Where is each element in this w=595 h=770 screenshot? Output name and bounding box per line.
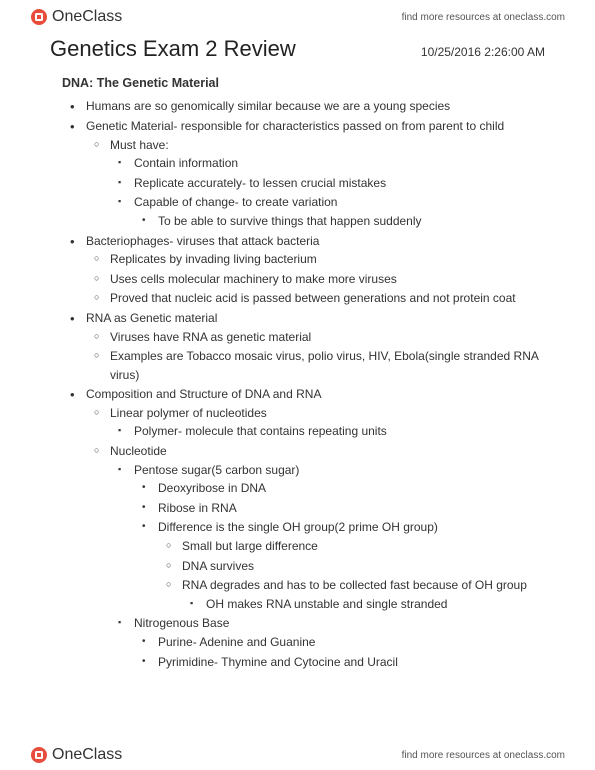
outline-item-text: Replicates by invading living bacterium [110,252,317,266]
outline-sublist: Pentose sugar(5 carbon sugar) Deoxyribose… [110,461,545,672]
outline-item-text: RNA degrades and has to be collected fas… [182,578,527,592]
outline-sublist: Must have: Contain information Replicate a… [86,136,545,231]
outline-item-text: Small but large difference [182,539,318,553]
outline-item-text: Must have: [110,138,169,152]
outline-item: Examples are Tobacco mosaic virus, polio… [110,347,545,384]
outline-item-text: Viruses have RNA as genetic material [110,330,311,344]
outline-item: Nucleotide Pentose sugar(5 carbon sugar) D… [110,442,545,671]
outline-item: RNA as Genetic material Viruses have RNA … [86,309,545,384]
outline-item: Humans are so genomically similar becaus… [86,97,545,116]
outline-item-text: Replicate accurately- to lessen crucial … [134,176,386,190]
outline-item-text: Proved that nucleic acid is passed betwe… [110,291,516,305]
outline-item-text: RNA as Genetic material [86,311,217,325]
outline-item: Replicates by invading living bacterium [110,250,545,269]
outline-item: Ribose in RNA [158,499,545,518]
outline-item: Polymer- molecule that contains repeatin… [134,422,545,441]
logo-icon [30,746,48,764]
outline-item: Composition and Structure of DNA and RNA… [86,385,545,671]
title-row: Genetics Exam 2 Review 10/25/2016 2:26:0… [0,30,595,66]
outline-item: Bacteriophages- viruses that attack bact… [86,232,545,308]
page-header: OneClass find more resources at oneclass… [0,0,595,30]
outline-item: Purine- Adenine and Guanine [158,633,545,652]
document-body: DNA: The Genetic Material Humans are so … [0,66,595,671]
outline-item-text: Nitrogenous Base [134,616,229,630]
outline-item-text: DNA survives [182,559,254,573]
footer-brand-logo[interactable]: OneClass [30,746,122,764]
outline-item-text: Contain information [134,156,238,170]
outline-item: OH makes RNA unstable and single strande… [206,595,545,614]
outline-item-text: OH makes RNA unstable and single strande… [206,597,447,611]
outline-item-text: Uses cells molecular machinery to make m… [110,272,397,286]
outline-item: DNA survives [182,557,545,576]
outline-sublist: Deoxyribose in DNA Ribose in RNA Differenc… [134,479,545,613]
outline-item: Contain information [134,154,545,173]
outline-sublist: Replicates by invading living bacterium U… [86,250,545,308]
outline-sublist: Polymer- molecule that contains repeatin… [110,422,545,441]
outline-item: Viruses have RNA as genetic material [110,328,545,347]
outline-item: Must have: Contain information Replicate a… [110,136,545,231]
outline-item: Difference is the single OH group(2 prim… [158,518,545,613]
outline-item: RNA degrades and has to be collected fas… [182,576,545,613]
outline-item-text: Bacteriophages- viruses that attack bact… [86,234,319,248]
outline-item: Pentose sugar(5 carbon sugar) Deoxyribose… [134,461,545,614]
outline-item-text: Composition and Structure of DNA and RNA [86,387,321,401]
outline-sublist: Purine- Adenine and Guanine Pyrimidine- T… [134,633,545,671]
outline-item-text: Capable of change- to create variation [134,195,337,209]
outline-item: To be able to survive things that happen… [158,212,545,231]
page-title: Genetics Exam 2 Review [50,36,296,62]
outline-item: Replicate accurately- to lessen crucial … [134,174,545,193]
outline-sublist: OH makes RNA unstable and single strande… [182,595,545,614]
outline-item-text: Polymer- molecule that contains repeatin… [134,424,387,438]
page-footer: OneClass find more resources at oneclass… [0,746,595,764]
outline-sublist: Contain information Replicate accurately-… [110,154,545,230]
brand-logo[interactable]: OneClass [30,8,122,26]
brand-name: OneClass [52,8,122,26]
outline-item-text: Humans are so genomically similar becaus… [86,99,450,113]
outline-sublist: To be able to survive things that happen… [134,212,545,231]
footer-resources-link[interactable]: find more resources at oneclass.com [402,750,565,761]
outline-sublist: Small but large difference DNA survives RN… [158,537,545,613]
outline-item-text: Difference is the single OH group(2 prim… [158,520,438,534]
outline-sublist: Viruses have RNA as genetic material Exam… [86,328,545,385]
outline-item: Genetic Material- responsible for charac… [86,117,545,231]
document-timestamp: 10/25/2016 2:26:00 AM [421,45,545,59]
section-heading: DNA: The Genetic Material [62,74,545,93]
outline-item: Uses cells molecular machinery to make m… [110,270,545,289]
outline-item-text: Deoxyribose in DNA [158,481,266,495]
outline-item: Linear polymer of nucleotides Polymer- mo… [110,404,545,441]
outline-item: Nitrogenous Base Purine- Adenine and Guan… [134,614,545,671]
outline-item: Deoxyribose in DNA [158,479,545,498]
outline-item-text: Examples are Tobacco mosaic virus, polio… [110,349,538,382]
outline-item-text: Pentose sugar(5 carbon sugar) [134,463,299,477]
outline-item-text: Genetic Material- responsible for charac… [86,119,504,133]
outline-item-text: Linear polymer of nucleotides [110,406,267,420]
outline-item-text: Ribose in RNA [158,501,237,515]
outline-sublist: Linear polymer of nucleotides Polymer- mo… [86,404,545,671]
header-resources-link[interactable]: find more resources at oneclass.com [402,12,565,23]
outline-item-text: Pyrimidine- Thymine and Cytocine and Ura… [158,655,398,669]
brand-name: OneClass [52,746,122,764]
logo-icon [30,8,48,26]
outline-item: Pyrimidine- Thymine and Cytocine and Ura… [158,653,545,672]
outline-item-text: To be able to survive things that happen… [158,214,422,228]
outline-item: Proved that nucleic acid is passed betwe… [110,289,545,308]
outline-item-text: Purine- Adenine and Guanine [158,635,315,649]
outline-item: Small but large difference [182,537,545,556]
outline-item: Capable of change- to create variation To… [134,193,545,230]
outline-list: Humans are so genomically similar becaus… [62,97,545,671]
outline-item-text: Nucleotide [110,444,167,458]
